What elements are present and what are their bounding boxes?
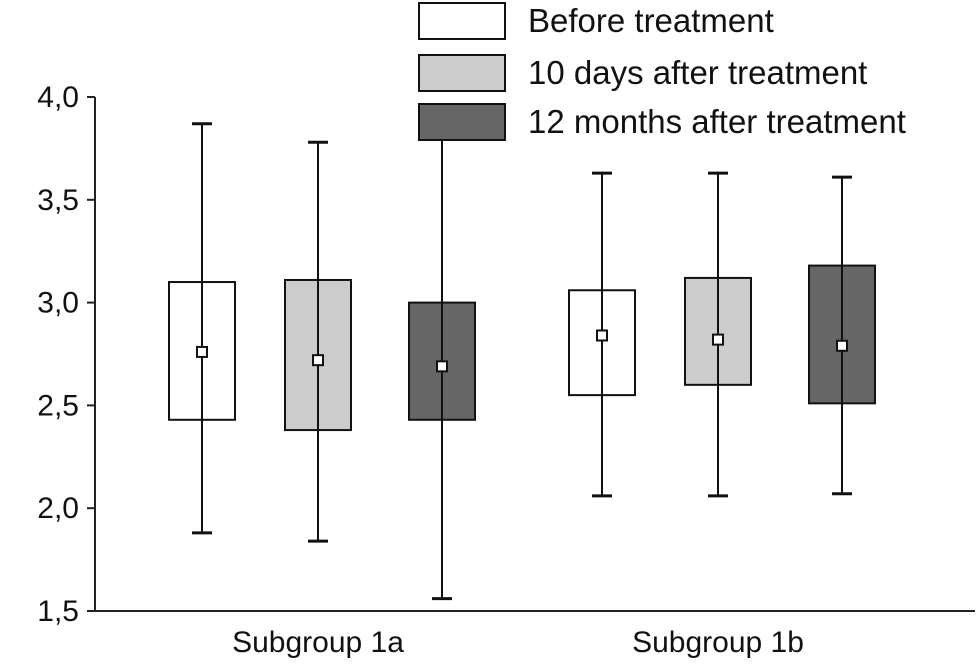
legend-swatch <box>418 54 506 92</box>
mean-marker <box>436 360 448 373</box>
mean-marker <box>312 354 324 367</box>
y-tick-label: 3,0 <box>37 287 79 320</box>
box-3-group-2 <box>808 175 876 496</box>
box-plot-marks <box>168 118 876 601</box>
box-2-group-2 <box>684 171 752 498</box>
y-axis-ticks: 1,5 2,0 2,5 3,0 3,5 4,0 <box>37 81 95 628</box>
legend-label: 10 days after treatment <box>528 54 867 91</box>
mean-marker <box>196 345 208 358</box>
box-1-group-1 <box>168 122 236 535</box>
box-2-group-1 <box>284 140 352 543</box>
mean-marker <box>596 329 608 342</box>
legend-label: Before treatment <box>528 2 774 39</box>
y-tick-label: 2,5 <box>37 389 79 422</box>
mean-marker <box>836 339 848 352</box>
legend-label: 12 months after treatment <box>528 103 906 140</box>
mean-marker <box>712 333 724 346</box>
y-tick-label: 1,5 <box>37 595 79 628</box>
legend-swatch <box>418 103 506 141</box>
category-labels: Subgroup 1a Subgroup 1b <box>232 626 804 659</box>
y-tick-label: 2,0 <box>37 492 79 525</box>
box-3-group-1 <box>408 118 476 601</box>
category-label: Subgroup 1a <box>232 626 404 659</box>
legend: Before treatment 10 days after treatment 1… <box>418 2 906 141</box>
legend-swatch <box>418 2 506 40</box>
category-label: Subgroup 1b <box>632 626 804 659</box>
y-tick-label: 4,0 <box>37 81 79 114</box>
y-tick-label: 3,5 <box>37 184 79 217</box>
box-1-group-2 <box>568 171 636 498</box>
